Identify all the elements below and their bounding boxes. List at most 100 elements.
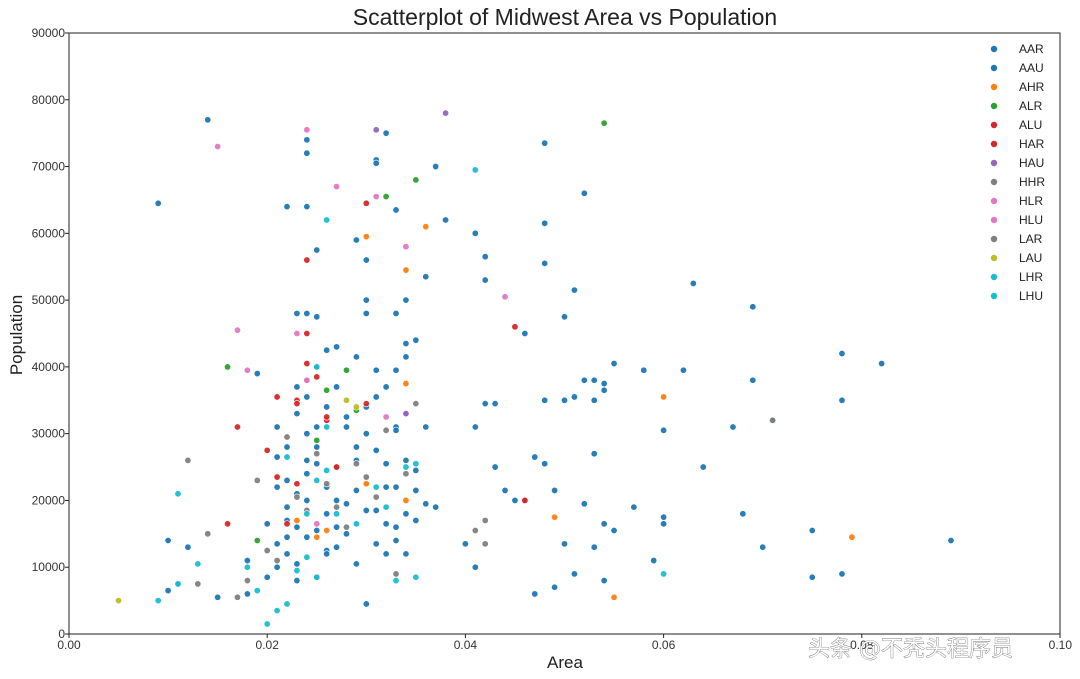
data-point [382, 503, 390, 511]
data-point [293, 400, 301, 408]
data-point [362, 400, 370, 408]
data-point [303, 309, 311, 317]
data-point [382, 193, 390, 201]
data-point [333, 523, 341, 531]
data-point [838, 396, 846, 404]
data-point [838, 350, 846, 358]
data-point [412, 400, 420, 408]
legend-marker [990, 64, 998, 72]
data-point [323, 423, 331, 431]
data-point [352, 443, 360, 451]
data-point [442, 109, 450, 117]
data-point [313, 460, 321, 468]
y-tick-label: 20000 [32, 493, 66, 507]
data-point [323, 550, 331, 558]
data-point [541, 139, 549, 147]
data-point [224, 363, 232, 371]
x-tick-label: 0.06 [652, 638, 676, 652]
series-ahr [293, 223, 856, 601]
data-point [263, 620, 271, 628]
data-point [283, 476, 291, 484]
data-point [253, 370, 261, 378]
data-point [481, 540, 489, 548]
data-point [560, 540, 568, 548]
data-point [362, 430, 370, 438]
data-point [402, 463, 410, 471]
y-tick-label: 80000 [32, 93, 66, 107]
data-point [164, 587, 172, 595]
data-point [600, 119, 608, 127]
data-point [224, 520, 232, 528]
data-point [283, 443, 291, 451]
data-point [333, 463, 341, 471]
series-har [273, 360, 331, 481]
data-point [293, 329, 301, 337]
data-point [551, 583, 559, 591]
data-point [273, 557, 281, 565]
data-point [273, 607, 281, 615]
data-point [243, 590, 251, 598]
data-point [590, 396, 598, 404]
data-point [333, 503, 341, 511]
data-point [313, 526, 321, 534]
legend-marker [990, 273, 998, 281]
y-tick-label: 60000 [32, 226, 66, 240]
data-point [392, 577, 400, 585]
data-point [313, 476, 321, 484]
data-point [263, 520, 271, 528]
data-point [342, 500, 350, 508]
data-point [323, 526, 331, 534]
legend-label: HLR [1019, 194, 1043, 208]
x-tick-label: 0.08 [850, 638, 874, 652]
data-point [392, 366, 400, 374]
data-point [253, 476, 261, 484]
data-point [491, 463, 499, 471]
data-point [362, 309, 370, 317]
legend-marker [990, 292, 998, 300]
data-point [501, 293, 509, 301]
data-point [808, 573, 816, 581]
data-point [570, 393, 578, 401]
data-point [313, 363, 321, 371]
x-tick-label: 0.04 [454, 638, 478, 652]
data-point [481, 400, 489, 408]
data-point [402, 243, 410, 251]
data-point [243, 577, 251, 585]
data-point [333, 183, 341, 191]
data-point [630, 503, 638, 511]
data-point [323, 510, 331, 518]
data-point [333, 383, 341, 391]
data-point [362, 233, 370, 241]
legend: AAR AAU AHR ALR ALU HAR HAU HHR HLR HLU LAR LAU LHR L… [990, 42, 1045, 303]
data-point [323, 403, 331, 411]
series-lau [115, 396, 360, 605]
y-tick-label: 10000 [32, 560, 66, 574]
legend-marker [990, 235, 998, 243]
data-point [660, 513, 668, 521]
plot-frame [68, 32, 1061, 635]
data-point [154, 199, 162, 207]
data-point [293, 493, 301, 501]
data-point [313, 423, 321, 431]
x-tick-label: 0.02 [256, 638, 280, 652]
data-point [580, 500, 588, 508]
data-point [372, 159, 380, 167]
y-tick-label: 50000 [32, 293, 66, 307]
legend-label: ALU [1019, 118, 1042, 132]
data-point [838, 570, 846, 578]
data-point [610, 360, 618, 368]
data-point [293, 410, 301, 418]
y-tick-label: 90000 [32, 26, 66, 40]
data-point [749, 376, 757, 384]
series-lar [204, 426, 479, 601]
legend-label: AAR [1019, 42, 1044, 56]
legend-marker [990, 83, 998, 91]
data-point [323, 346, 331, 354]
data-point [541, 460, 549, 468]
data-point [303, 203, 311, 211]
data-point [273, 540, 281, 548]
data-point [372, 366, 380, 374]
y-tick-label: 30000 [32, 427, 66, 441]
legend-label: LHU [1019, 289, 1043, 303]
data-point [590, 543, 598, 551]
